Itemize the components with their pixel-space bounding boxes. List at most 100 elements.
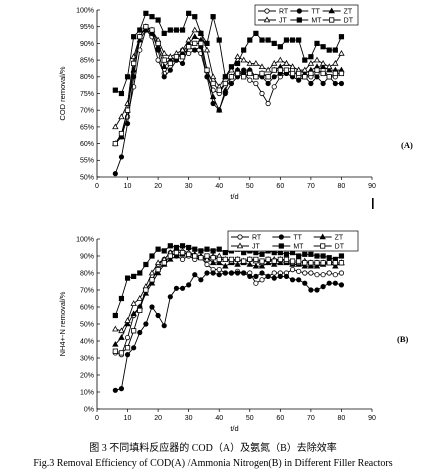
data-point [167, 294, 173, 300]
data-point [112, 340, 119, 347]
data-point [259, 90, 265, 97]
data-point [148, 269, 156, 276]
data-point [326, 66, 333, 73]
data-point [271, 59, 278, 66]
data-point [289, 277, 296, 283]
data-point [131, 328, 137, 334]
data-point [338, 270, 345, 276]
data-point [216, 256, 222, 263]
data-point [338, 260, 345, 266]
legend-marker [296, 8, 302, 14]
data-point [216, 259, 223, 266]
data-point [155, 312, 161, 319]
data-point [155, 17, 161, 23]
data-point [332, 47, 338, 53]
data-point [124, 275, 131, 281]
data-point [191, 26, 198, 33]
data-point [130, 300, 137, 306]
data-point [167, 67, 173, 73]
x-tick-label: 60 [276, 183, 284, 190]
data-point [161, 74, 167, 80]
data-point [155, 246, 161, 252]
series-mt [112, 243, 345, 319]
data-point [332, 262, 339, 269]
data-point [210, 100, 216, 107]
data-point [192, 14, 198, 20]
data-point [320, 272, 326, 278]
data-point [265, 74, 271, 80]
data-point [253, 273, 259, 279]
data-point [155, 40, 161, 47]
data-point [271, 258, 277, 264]
x-tick-label: 60 [276, 415, 284, 422]
data-point [314, 74, 320, 80]
series-line-dt [114, 26, 342, 144]
data-point [319, 63, 327, 70]
data-point [112, 348, 118, 354]
data-point [204, 67, 210, 73]
x-tick-label: 40 [215, 183, 223, 190]
data-point [228, 256, 235, 263]
data-point [148, 279, 156, 286]
x-tick-label: 90 [368, 183, 376, 190]
data-point [167, 27, 173, 33]
legend-marker [237, 234, 243, 240]
x-tick-label: 0 [95, 415, 99, 422]
data-point [130, 310, 137, 317]
data-point [265, 80, 271, 87]
data-point [124, 351, 131, 358]
data-point [314, 67, 320, 73]
legend-box [254, 4, 359, 26]
data-point [161, 248, 167, 254]
y-tick-label: 30% [80, 355, 94, 362]
data-point [326, 74, 332, 80]
data-point [124, 120, 131, 127]
data-point [216, 87, 222, 93]
data-point [112, 140, 118, 147]
data-point [210, 14, 216, 20]
data-point [216, 37, 222, 43]
y-tick-label: 60% [80, 141, 94, 148]
x-tick-label: 30 [185, 183, 193, 190]
y-axis-label: NH4+-N removal/% [58, 291, 67, 356]
data-point [332, 272, 338, 278]
data-point [228, 74, 235, 80]
legend-marker [296, 17, 302, 23]
legend-label-rt: RT [252, 235, 262, 242]
data-point [179, 46, 186, 53]
y-tick-label: 60% [80, 304, 94, 311]
data-point [265, 273, 271, 279]
data-point [253, 256, 259, 263]
x-tick-label: 70 [307, 183, 315, 190]
data-point [277, 67, 283, 73]
data-point [185, 36, 192, 43]
series-line-zt [115, 29, 342, 144]
data-point [131, 345, 137, 351]
data-point [241, 258, 247, 264]
legend-label-mt: MT [311, 18, 322, 25]
x-tick-label: 80 [338, 415, 346, 422]
data-point [124, 345, 131, 351]
data-point [228, 64, 235, 70]
data-point [241, 270, 247, 276]
data-point [161, 63, 168, 70]
data-point [210, 270, 216, 276]
data-point [308, 80, 314, 87]
data-point [259, 258, 265, 264]
legend-label-dt: DT [344, 18, 354, 25]
data-point [173, 249, 180, 256]
data-point [118, 130, 125, 137]
legend-marker [319, 233, 326, 240]
series-dt [112, 249, 345, 356]
data-point [222, 262, 229, 269]
x-tick-label: 20 [154, 183, 162, 190]
data-point [179, 60, 186, 67]
series-tt [112, 270, 345, 393]
data-point [161, 57, 167, 63]
data-point [277, 259, 284, 266]
legend-marker [264, 8, 270, 14]
data-point [320, 253, 326, 259]
x-tick-label: 20 [154, 415, 162, 422]
data-point [136, 295, 143, 301]
